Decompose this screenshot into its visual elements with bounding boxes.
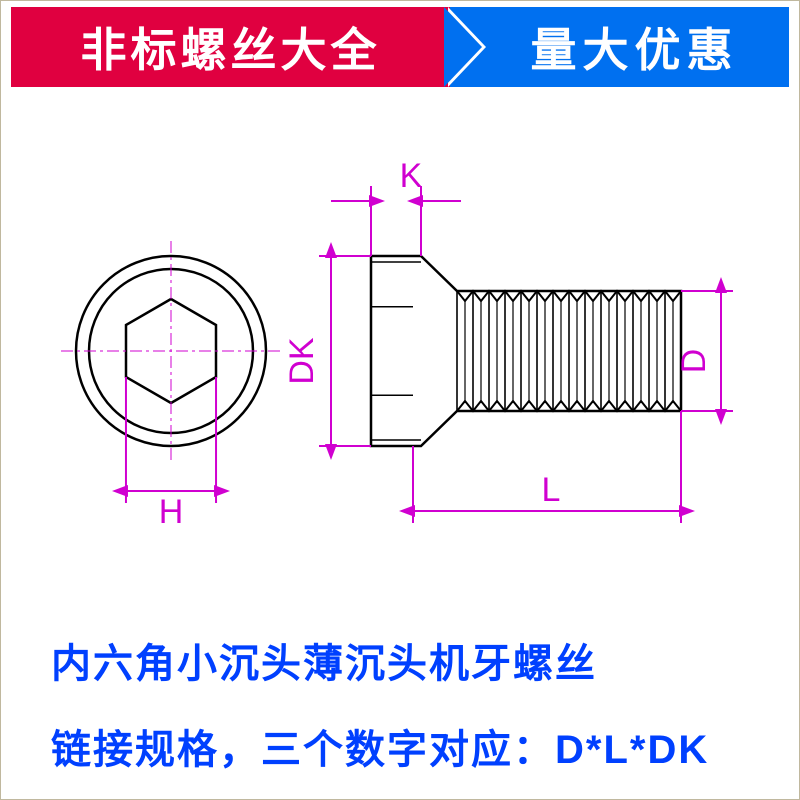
svg-text:DK: DK <box>283 337 321 385</box>
diagram-svg: K DK D L H <box>1 91 800 631</box>
header-banner: 非标螺丝大全 量大优惠 <box>1 1 799 91</box>
svg-text:D: D <box>675 349 713 374</box>
caption-line-2: 链接规格，三个数字对应：D*L*DK <box>51 717 749 775</box>
svg-text:K: K <box>400 157 423 195</box>
chevron-left-icon <box>448 7 486 87</box>
technical-diagram: K DK D L H <box>1 91 799 631</box>
header-right-text-wrap: 量大优惠 <box>450 7 789 87</box>
svg-text:H: H <box>159 493 184 531</box>
header-right-badge: 量大优惠 <box>450 7 789 87</box>
caption-area: 内六角小沉头薄沉头机牙螺丝 链接规格，三个数字对应：D*L*DK <box>1 631 799 775</box>
caption-line-1: 内六角小沉头薄沉头机牙螺丝 <box>51 631 749 689</box>
svg-text:L: L <box>542 471 561 509</box>
header-right-text: 量大优惠 <box>530 14 738 80</box>
header-left-title: 非标螺丝大全 <box>11 7 450 87</box>
header-left-text: 非标螺丝大全 <box>80 14 380 80</box>
